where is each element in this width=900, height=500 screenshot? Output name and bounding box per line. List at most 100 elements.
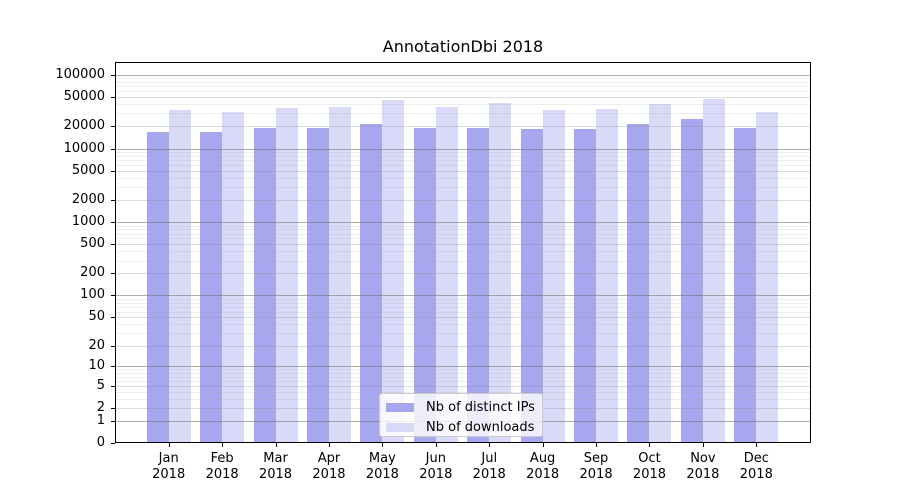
gridline [116, 333, 810, 335]
bar-downloads-aug [542, 109, 565, 442]
gridline [116, 298, 810, 300]
gridline [116, 295, 810, 297]
y-tick-label: 0 [96, 435, 105, 450]
y-tick-mark [111, 148, 115, 150]
bar-downloads-may [382, 100, 405, 442]
x-tick-label-month: May [368, 451, 396, 466]
x-tick-mark [649, 443, 651, 447]
x-tick-label-month: Jul [481, 451, 498, 466]
y-tick-label: 20 [88, 337, 105, 353]
gridline [116, 376, 810, 378]
y-tick-label: 10000 [63, 140, 105, 156]
gridline [116, 222, 810, 224]
y-tick-mark [111, 420, 115, 422]
bar-downloads-oct [649, 104, 672, 442]
gridline [116, 82, 810, 84]
x-tick-label-year: 2018 [419, 467, 453, 482]
gridline [116, 380, 810, 382]
legend-swatch-downloads [386, 423, 414, 432]
gridline [116, 187, 810, 189]
bar-distinct-ips-jun [413, 127, 436, 442]
y-tick-label: 2 [96, 399, 105, 415]
y-tick-label: 500 [80, 236, 105, 252]
x-tick-mark [542, 443, 544, 447]
x-tick-label-month: Nov [690, 451, 716, 466]
gridline [116, 260, 810, 262]
bar-distinct-ips-feb [200, 132, 223, 442]
y-tick-mark [111, 97, 115, 99]
y-tick-mark [111, 74, 115, 76]
y-tick-mark [111, 345, 115, 347]
gridline [116, 164, 810, 166]
bar-downloads-jan [168, 110, 191, 442]
gridline [116, 244, 810, 246]
x-tick-mark [328, 443, 330, 447]
y-tick-label: 100000 [55, 66, 105, 82]
gridline [116, 233, 810, 235]
gridline [116, 366, 810, 368]
gridline [116, 273, 810, 275]
bar-distinct-ips-jan [146, 131, 169, 442]
y-tick-label: 50 [88, 309, 105, 325]
y-tick-mark [111, 126, 115, 128]
plot-area [115, 62, 811, 443]
x-tick-label-month: Feb [210, 451, 234, 466]
gridline [116, 151, 810, 153]
gridline [116, 306, 810, 308]
y-tick-label: 5000 [71, 162, 105, 178]
gridline [116, 229, 810, 231]
x-tick-label-year: 2018 [579, 467, 613, 482]
gridline [116, 369, 810, 371]
bar-downloads-feb [222, 111, 245, 442]
x-tick-label-year: 2018 [312, 467, 346, 482]
gridline [116, 225, 810, 227]
x-tick-mark [435, 443, 437, 447]
gridline [116, 170, 810, 172]
gridline [116, 177, 810, 179]
x-tick-label-month: Mar [263, 451, 288, 466]
bar-distinct-ips-aug [520, 129, 543, 442]
gridline [116, 104, 810, 106]
y-tick-label: 200 [80, 265, 105, 281]
x-tick-mark [168, 443, 170, 447]
chart-title: AnnotationDbi 2018 [382, 37, 544, 56]
bar-downloads-mar [275, 108, 298, 442]
x-tick-mark [596, 443, 598, 447]
x-tick-label-year: 2018 [152, 467, 186, 482]
gridline [116, 97, 810, 99]
legend-label-distinct-ips: Nb of distinct IPs [426, 400, 535, 415]
gridline [116, 311, 810, 313]
gridline [116, 74, 810, 76]
x-tick-label-month: Oct [638, 451, 661, 466]
x-tick-mark [702, 443, 704, 447]
gridline [116, 238, 810, 240]
gridline [116, 200, 810, 202]
bar-distinct-ips-mar [253, 127, 276, 442]
x-tick-label-year: 2018 [686, 467, 720, 482]
x-tick-mark [275, 443, 277, 447]
gridline [116, 148, 810, 150]
x-tick-label-year: 2018 [526, 467, 560, 482]
gridline [116, 251, 810, 253]
gridline [116, 78, 810, 80]
bar-distinct-ips-jul [467, 127, 490, 442]
x-tick-label-month: Jun [425, 451, 446, 466]
bar-downloads-apr [328, 107, 351, 442]
bar-downloads-jun [435, 106, 458, 442]
y-tick-label: 20000 [63, 118, 105, 134]
bar-downloads-nov [702, 98, 725, 442]
y-tick-mark [111, 407, 115, 409]
legend: Nb of distinct IPs Nb of downloads [379, 393, 543, 437]
y-tick-mark [111, 170, 115, 172]
x-tick-label-month: Aug [529, 451, 556, 466]
x-tick-label-year: 2018 [632, 467, 667, 482]
gridline [116, 345, 810, 347]
bar-distinct-ips-apr [306, 128, 329, 442]
x-tick-label-month: Jan [158, 451, 179, 466]
gridline [116, 317, 810, 319]
bar-distinct-ips-sep [574, 129, 597, 442]
y-tick-mark [111, 317, 115, 319]
x-tick-label-year: 2018 [205, 467, 239, 482]
gridline [116, 91, 810, 93]
y-tick-label: 10 [88, 358, 105, 374]
